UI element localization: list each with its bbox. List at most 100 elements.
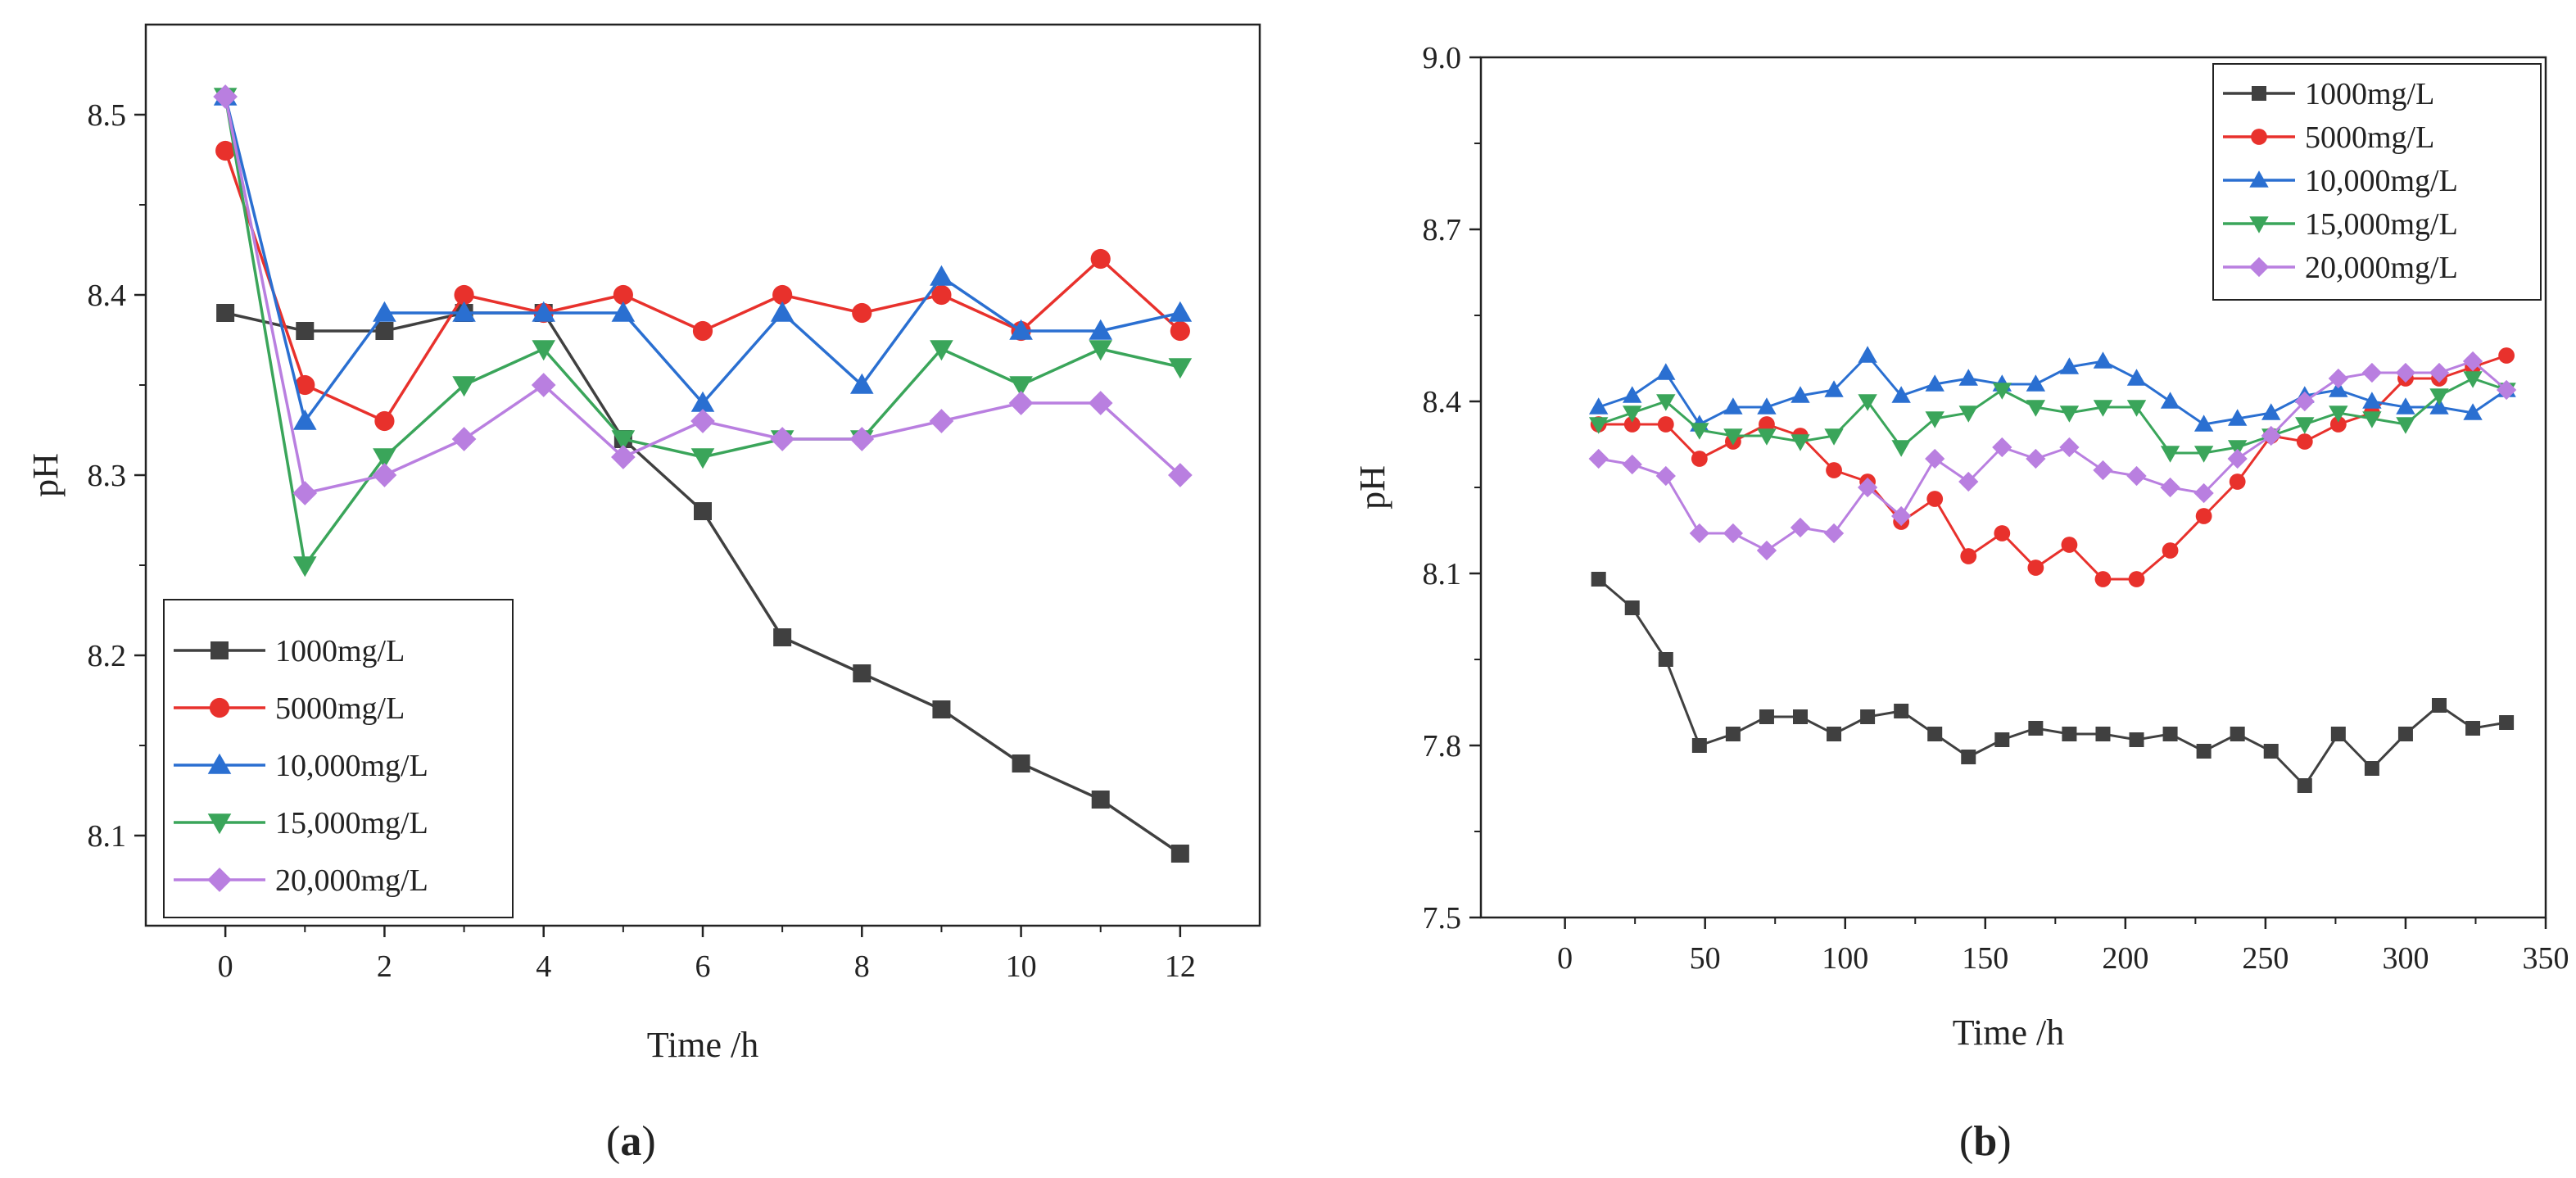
data-point-b-1 — [2027, 560, 2044, 576]
y-tick-label-b: 7.8 — [1423, 729, 1462, 763]
data-point-b-0 — [1591, 572, 1606, 587]
data-point-b-3 — [2295, 417, 2315, 434]
series-line-b-4 — [1598, 360, 2508, 552]
legend-marker-a-4 — [207, 868, 232, 892]
series-b-0 — [1591, 572, 2515, 793]
data-point-b-0 — [1994, 732, 2010, 747]
x-axis-title-a: Time /h — [647, 1025, 759, 1065]
data-point-b-1 — [1994, 525, 2011, 541]
data-point-b-0 — [1725, 727, 1741, 741]
legend-box-b — [2212, 63, 2542, 301]
legend-marker-a-2 — [207, 753, 232, 774]
data-point-a-4 — [372, 463, 397, 487]
data-point-a-4 — [690, 409, 715, 433]
y-tick-label-a: 8.5 — [88, 98, 127, 133]
data-point-b-0 — [2263, 744, 2279, 759]
data-point-a-3 — [930, 340, 953, 361]
data-point-b-2 — [2126, 369, 2147, 386]
panel-caption-close-b: ) — [1997, 1118, 2011, 1165]
data-point-b-4 — [2126, 465, 2147, 487]
data-point-a-3 — [1009, 376, 1033, 397]
data-point-b-3 — [2026, 400, 2046, 417]
data-point-a-4 — [1008, 391, 1034, 415]
x-tick-label-a: 6 — [695, 949, 711, 984]
data-point-b-0 — [1624, 600, 1640, 615]
y-tick-label-b: 8.7 — [1423, 213, 1462, 247]
data-point-a-1 — [692, 320, 713, 342]
data-point-b-2 — [2093, 351, 2113, 369]
y-tick-label-b: 8.1 — [1423, 557, 1462, 591]
legend-marker-a-1 — [209, 697, 230, 718]
data-point-a-3 — [611, 430, 636, 451]
data-point-b-3 — [1992, 383, 2012, 400]
data-point-b-0 — [2230, 727, 2245, 741]
y-tick-label-b: 9.0 — [1423, 41, 1462, 75]
data-point-b-3 — [1891, 440, 1911, 457]
data-point-a-4 — [292, 481, 318, 505]
data-point-b-2 — [2362, 392, 2382, 409]
legend-marker-b-0 — [2252, 86, 2266, 101]
data-point-a-2 — [292, 409, 317, 430]
x-tick-label-a: 8 — [854, 949, 870, 984]
legend-marker-b-1 — [2251, 129, 2267, 145]
x-tick-label-b: 150 — [1962, 941, 2008, 976]
data-point-a-2 — [452, 301, 476, 322]
data-point-b-4 — [2395, 362, 2416, 383]
data-point-a-2 — [770, 301, 795, 322]
x-tick-label-b: 200 — [2102, 941, 2148, 976]
y-tick-label-a: 8.4 — [88, 279, 127, 313]
data-point-a-1 — [1090, 248, 1111, 270]
chart-panel-b: 0 50 100 150 200 250 300 350 7.5 7.8 8.1 8.4 8.7 9.0 T… — [1352, 41, 2569, 1165]
data-point-b-3 — [2329, 406, 2348, 423]
data-point-a-0 — [853, 664, 871, 682]
data-point-a-1 — [295, 374, 315, 396]
series-line-b-0 — [1597, 578, 2507, 788]
data-point-b-3 — [2093, 400, 2113, 417]
legend-label-b-3: 15,000mg/L — [2305, 207, 2458, 242]
data-point-b-2 — [1958, 369, 1978, 386]
data-point-b-1 — [2061, 537, 2078, 553]
data-point-b-4 — [1790, 517, 1811, 538]
data-point-a-3 — [532, 340, 556, 361]
data-point-b-0 — [2330, 727, 2346, 741]
data-point-b-2 — [2059, 357, 2080, 374]
data-point-a-2 — [611, 301, 636, 322]
panel-caption-letter-a: a — [620, 1118, 641, 1165]
data-point-a-0 — [296, 322, 315, 340]
panel-caption-a: (a) — [606, 1118, 656, 1165]
data-point-b-0 — [1860, 709, 1876, 724]
data-point-a-2 — [1168, 301, 1193, 322]
data-point-b-0 — [1927, 727, 1943, 741]
data-point-b-4 — [2429, 362, 2450, 383]
data-point-b-2 — [1858, 346, 1877, 363]
data-point-b-1 — [2195, 508, 2212, 524]
data-point-a-3 — [373, 448, 396, 469]
data-point-a-2 — [1009, 319, 1033, 340]
data-point-b-1 — [1926, 491, 1944, 507]
data-point-b-0 — [2162, 727, 2178, 741]
data-point-a-0 — [1170, 845, 1189, 863]
data-point-b-2 — [1925, 374, 1944, 392]
data-point-b-1 — [1960, 548, 1977, 564]
legend-label-a-1: 5000mg/L — [275, 691, 405, 726]
data-point-b-3 — [1858, 394, 1877, 411]
data-point-a-4 — [531, 373, 556, 397]
legend-label-a-2: 10,000mg/L — [275, 749, 428, 783]
data-point-b-4 — [2261, 425, 2281, 446]
data-point-b-4 — [2462, 351, 2483, 372]
data-point-a-2 — [690, 391, 715, 412]
data-point-b-0 — [2028, 721, 2044, 736]
data-point-a-3 — [1168, 358, 1193, 379]
y-tick-label-a: 8.2 — [88, 639, 127, 673]
y-tick-label-a: 8.1 — [88, 819, 127, 854]
data-point-b-4 — [2160, 477, 2180, 498]
data-point-a-4 — [1088, 391, 1113, 415]
data-point-b-3 — [1824, 428, 1844, 446]
data-point-a-0 — [773, 628, 792, 646]
data-point-b-0 — [2062, 727, 2077, 741]
data-point-b-2 — [1588, 397, 1609, 415]
data-point-b-1 — [1691, 451, 1708, 467]
y-tick-label-a: 8.3 — [88, 459, 127, 493]
